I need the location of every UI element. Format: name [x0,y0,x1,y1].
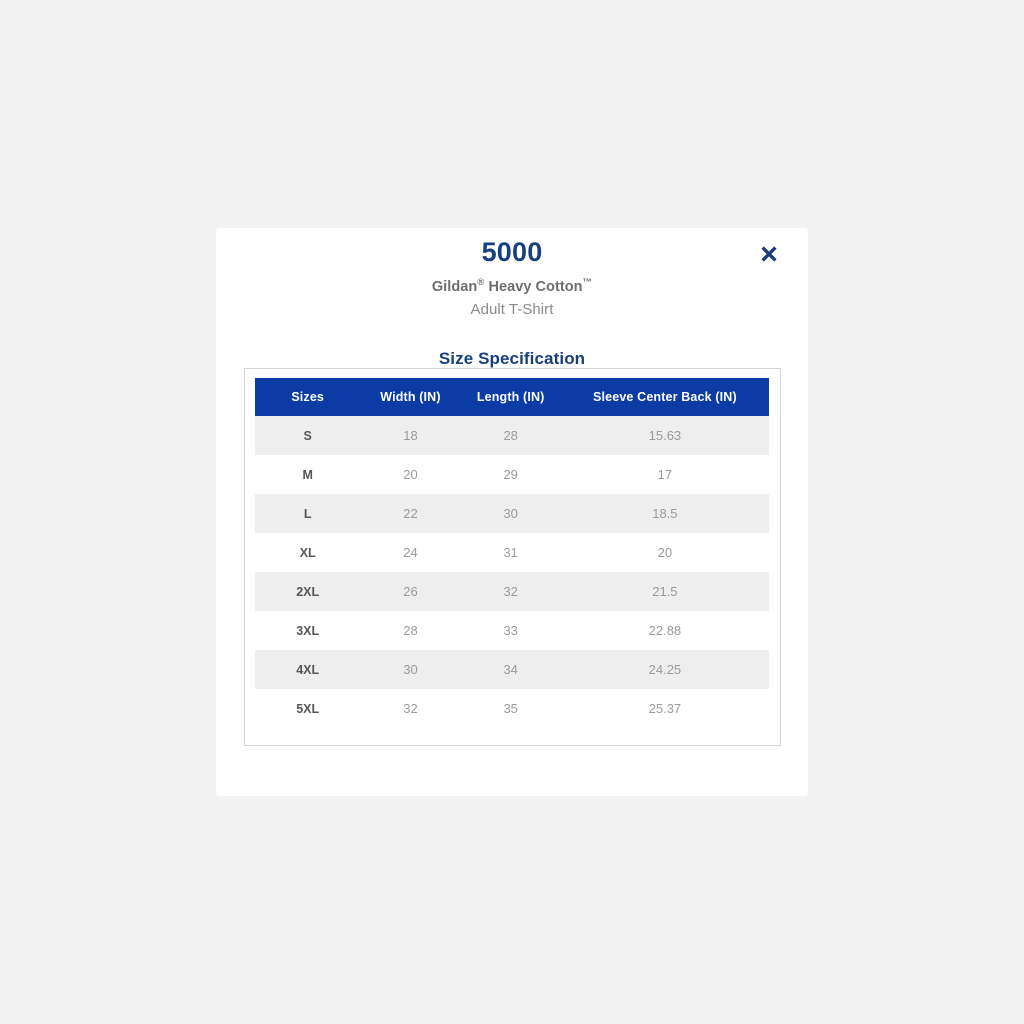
cell-size: 4XL [255,650,361,689]
cell-size: S [255,416,361,455]
table-header-row: Sizes Width (IN) Length (IN) Sleeve Cent… [255,378,769,416]
brand-subtitle: Gildan® Heavy Cotton™ [216,277,808,298]
cell-size: XL [255,533,361,572]
close-icon[interactable] [752,237,786,271]
page-title: 5000 [481,237,543,267]
cell-sleeve: 20 [560,533,769,572]
cell-size: 2XL [255,572,361,611]
size-specification-table: Sizes Width (IN) Length (IN) Sleeve Cent… [255,378,769,728]
cell-length: 34 [460,650,561,689]
table-row: S 18 28 15.63 [255,416,769,455]
cell-length: 31 [460,533,561,572]
table-row: M 20 29 17 [255,455,769,494]
cell-length: 30 [460,494,561,533]
cell-sleeve: 17 [560,455,769,494]
table-row: L 22 30 18.5 [255,494,769,533]
trademark-icon: ™ [582,277,593,289]
cell-length: 28 [460,416,561,455]
cell-width: 24 [360,533,461,572]
cell-width: 20 [360,455,461,494]
table-body: S 18 28 15.63 M 20 29 17 L 22 30 [255,416,769,728]
modal-header: 5000 Gildan® Heavy Cotton™ Adult T-Shirt… [216,228,808,369]
cell-sleeve: 25.37 [560,689,769,728]
cell-width: 26 [360,572,461,611]
cell-width: 28 [360,611,461,650]
cell-sleeve: 24.25 [560,650,769,689]
table-row: 5XL 32 35 25.37 [255,689,769,728]
cell-length: 32 [460,572,561,611]
cell-sleeve: 22.88 [560,611,769,650]
product-type-subtitle: Adult T-Shirt [470,300,554,318]
cell-size: 3XL [255,611,361,650]
cell-width: 32 [360,689,461,728]
column-header-sleeve: Sleeve Center Back (IN) [560,378,769,416]
cell-width: 22 [360,494,461,533]
cell-sleeve: 18.5 [560,494,769,533]
registered-trademark-icon: ® [477,277,485,289]
table-row: XL 24 31 20 [255,533,769,572]
cell-length: 33 [460,611,561,650]
table-row: 3XL 28 33 22.88 [255,611,769,650]
cell-sleeve: 21.5 [560,572,769,611]
column-header-sizes: Sizes [255,378,361,416]
cell-width: 30 [360,650,461,689]
cell-size: M [255,455,361,494]
cell-length: 29 [460,455,561,494]
size-table-frame: Sizes Width (IN) Length (IN) Sleeve Cent… [244,368,781,746]
brand-product-name: Heavy Cotton [484,279,583,296]
cell-sleeve: 15.63 [560,416,769,455]
column-header-width: Width (IN) [360,378,461,416]
section-title: Size Specification [438,348,586,368]
close-x-glyph [761,246,777,262]
cell-length: 35 [460,689,561,728]
table-header: Sizes Width (IN) Length (IN) Sleeve Cent… [255,378,769,416]
column-header-length: Length (IN) [460,378,561,416]
table-row: 2XL 26 32 21.5 [255,572,769,611]
cell-size: 5XL [255,689,361,728]
table-row: 4XL 30 34 24.25 [255,650,769,689]
cell-size: L [255,494,361,533]
cell-width: 18 [360,416,461,455]
brand-name: Gildan [431,279,478,296]
size-chart-modal: 5000 Gildan® Heavy Cotton™ Adult T-Shirt… [216,228,808,796]
